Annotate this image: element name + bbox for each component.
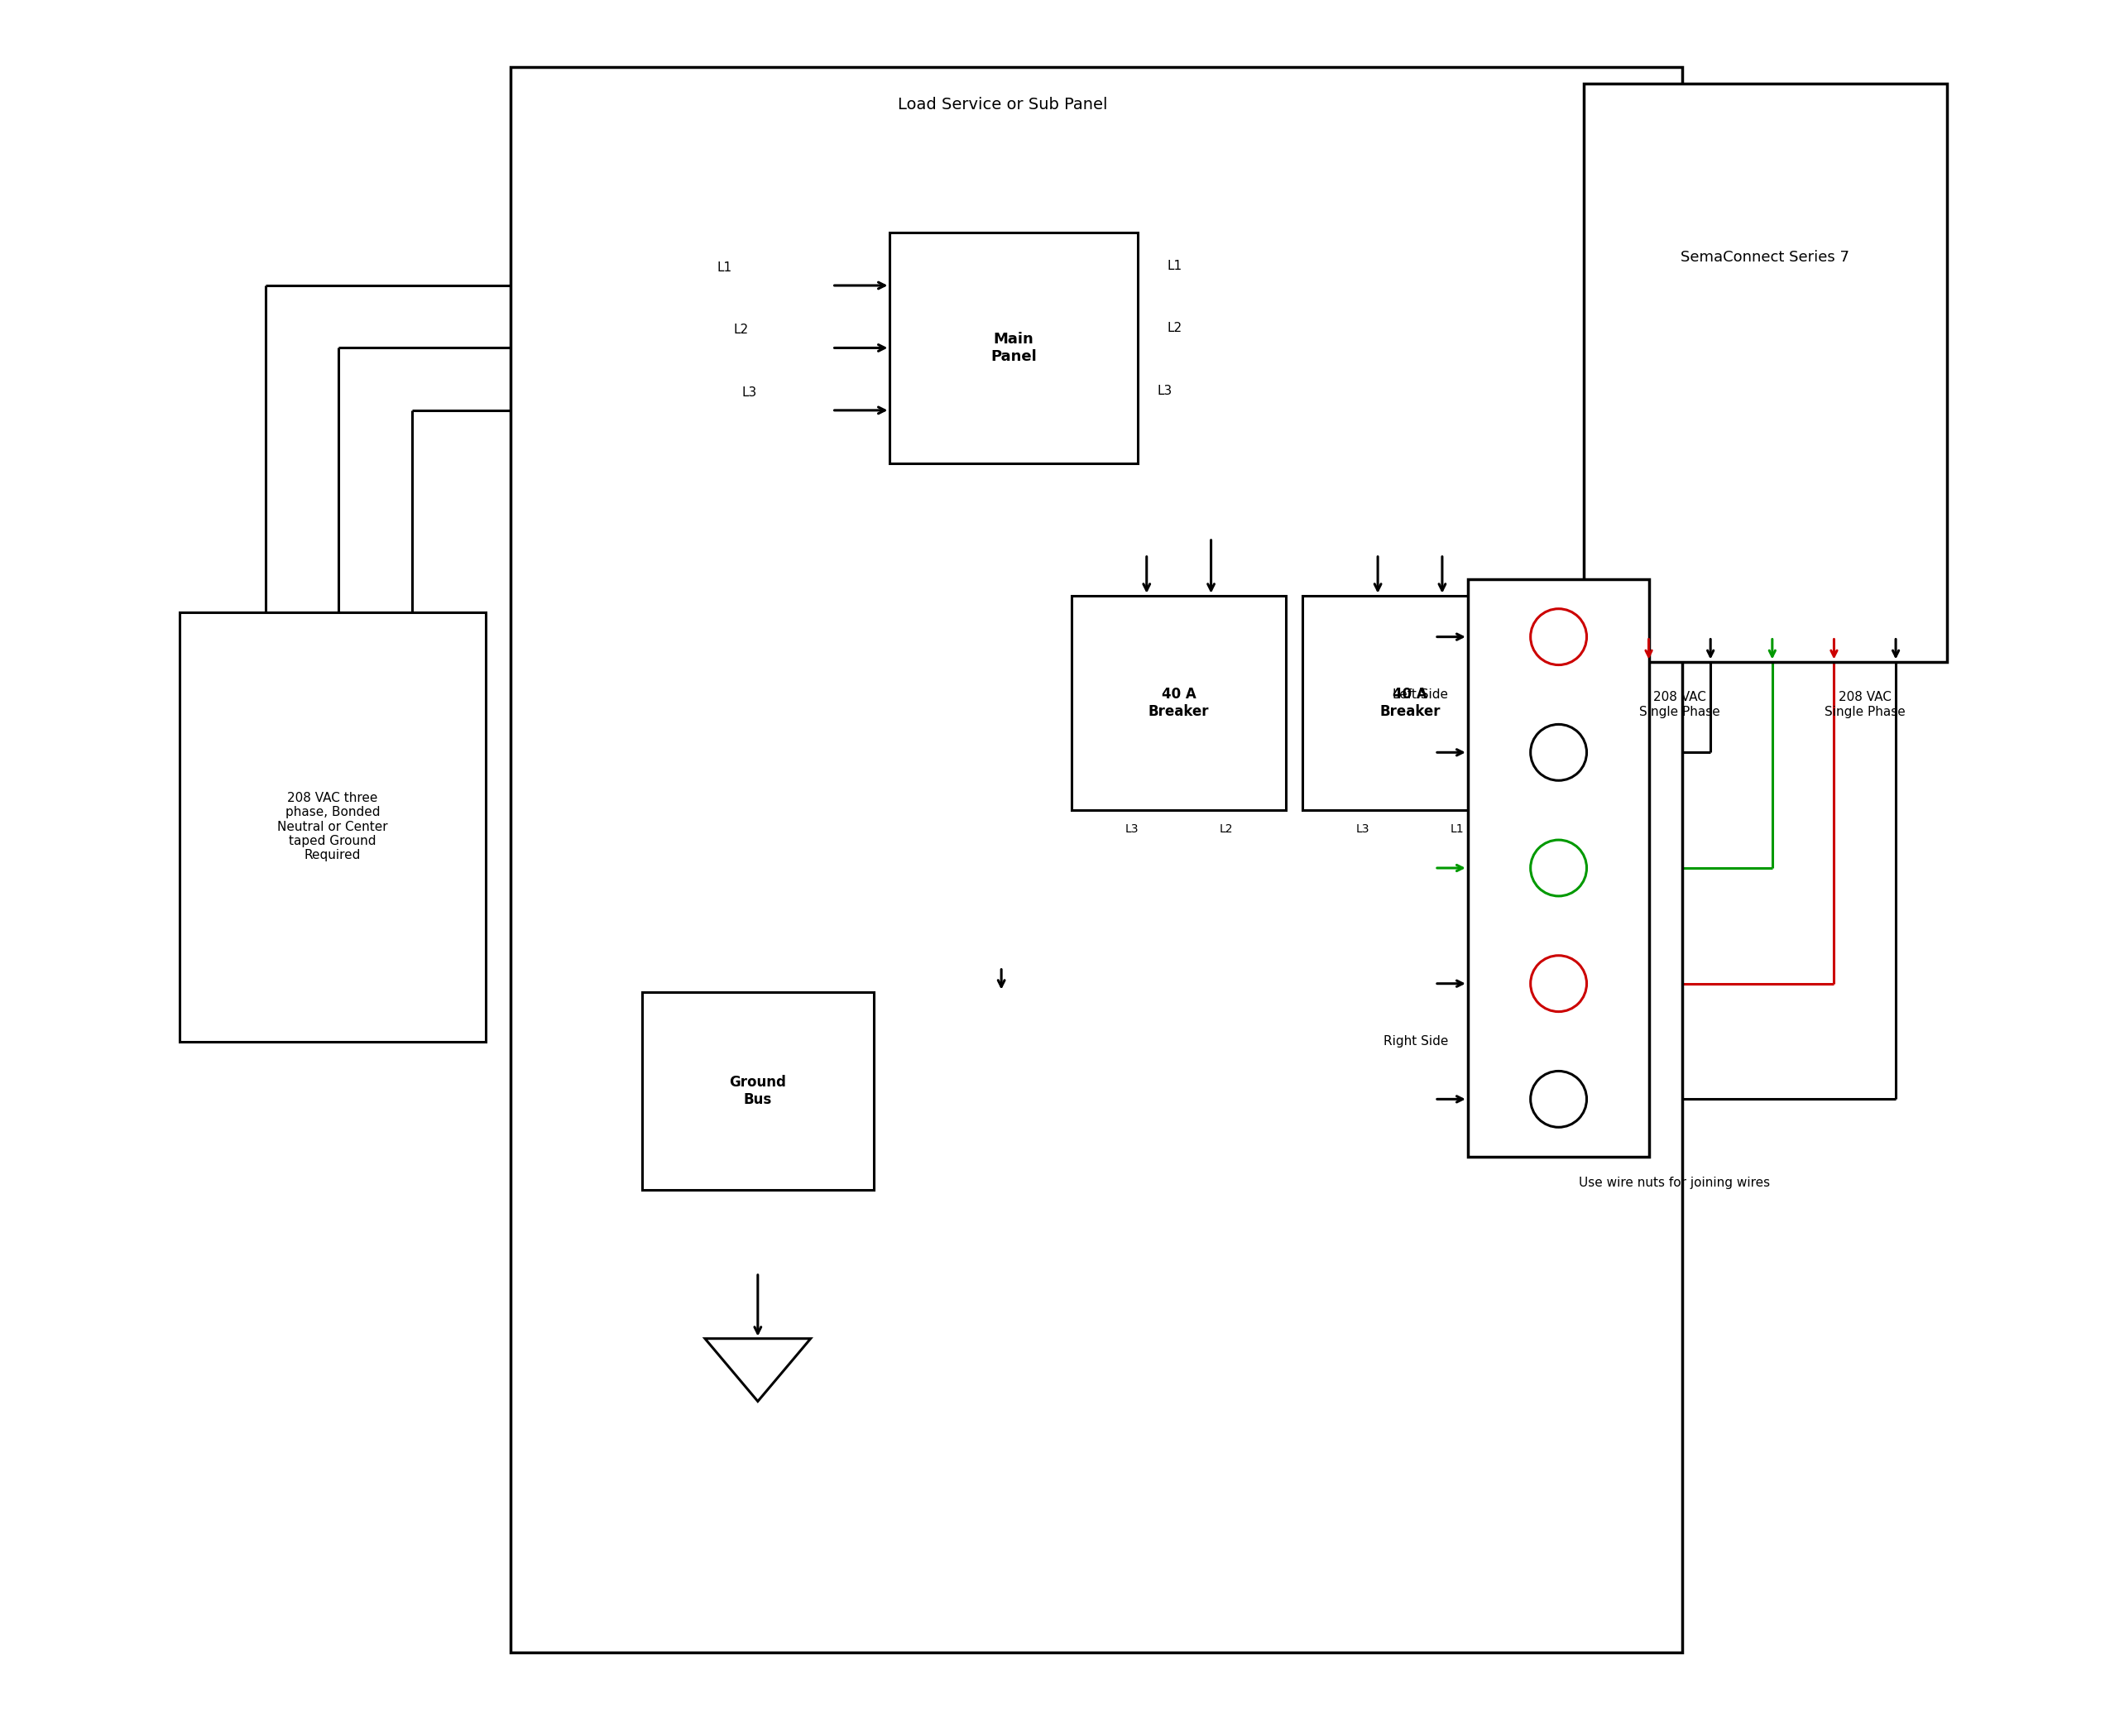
Text: 208 VAC three
phase, Bonded
Neutral or Center
taped Ground
Required: 208 VAC three phase, Bonded Neutral or C… xyxy=(276,792,388,861)
Bar xyxy=(641,991,874,1189)
Text: Load Service or Sub Panel: Load Service or Sub Panel xyxy=(897,97,1108,113)
Text: L3: L3 xyxy=(1125,823,1139,835)
Text: Ground
Bus: Ground Bus xyxy=(730,1075,787,1108)
Text: L2: L2 xyxy=(1220,823,1232,835)
Text: L1: L1 xyxy=(717,262,732,274)
Text: Right Side: Right Side xyxy=(1384,1035,1447,1047)
Text: L3: L3 xyxy=(743,387,757,399)
Text: L2: L2 xyxy=(1167,323,1182,335)
Bar xyxy=(179,613,485,1042)
Bar xyxy=(890,233,1137,464)
Text: L3: L3 xyxy=(1357,823,1369,835)
Bar xyxy=(1469,580,1650,1156)
Text: L3: L3 xyxy=(1158,385,1173,398)
Text: 208 VAC
Single Phase: 208 VAC Single Phase xyxy=(1825,691,1905,719)
Text: Use wire nuts for joining wires: Use wire nuts for joining wires xyxy=(1578,1177,1770,1189)
Text: L1: L1 xyxy=(1167,260,1182,273)
Text: L1: L1 xyxy=(1450,823,1464,835)
Text: L2: L2 xyxy=(734,325,749,337)
Bar xyxy=(1072,595,1287,811)
Text: 40 A
Breaker: 40 A Breaker xyxy=(1380,687,1441,719)
Bar xyxy=(511,68,1682,1653)
Text: 208 VAC
Single Phase: 208 VAC Single Phase xyxy=(1639,691,1720,719)
Text: 40 A
Breaker: 40 A Breaker xyxy=(1148,687,1209,719)
Text: Main
Panel: Main Panel xyxy=(992,332,1036,365)
Text: Left Side: Left Side xyxy=(1393,689,1447,701)
Bar xyxy=(1302,595,1517,811)
Bar xyxy=(1582,83,1948,661)
Text: SemaConnect Series 7: SemaConnect Series 7 xyxy=(1680,250,1848,264)
